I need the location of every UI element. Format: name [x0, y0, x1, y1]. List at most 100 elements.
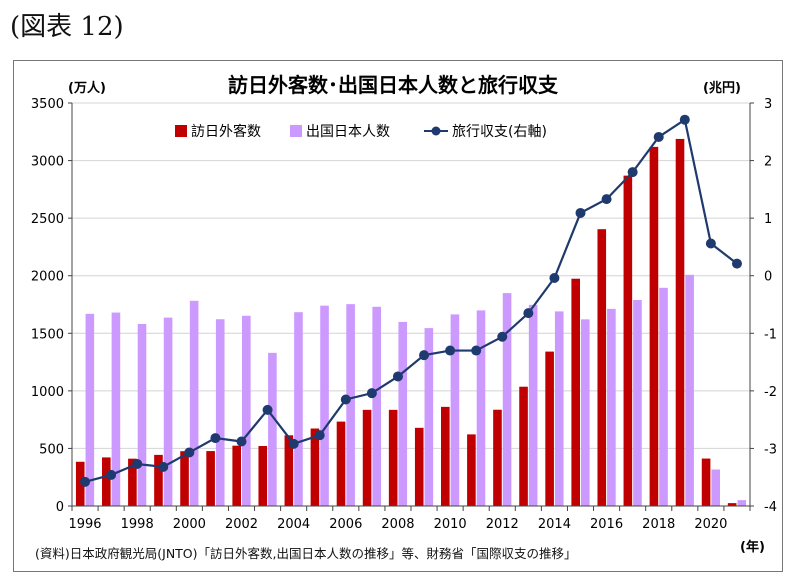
balance-point	[575, 207, 586, 218]
bar-outbound	[398, 321, 408, 506]
legend-swatch-balance-marker	[431, 126, 441, 136]
bar-outbound	[424, 328, 434, 506]
bar-inbound	[414, 427, 424, 506]
balance-point	[314, 430, 325, 441]
x-tick-label: 1996	[68, 517, 101, 532]
bar-inbound	[545, 351, 554, 506]
bar-outbound	[737, 500, 747, 506]
bar-outbound	[372, 306, 381, 506]
bar-outbound	[346, 304, 355, 506]
bar-inbound	[180, 451, 189, 506]
bar-inbound	[441, 406, 450, 506]
y-tick-label: 3500	[31, 97, 64, 112]
bar-outbound	[320, 305, 329, 506]
x-tick-label: 2020	[694, 517, 727, 532]
legend-swatch-inbound	[175, 125, 187, 137]
balance-point	[366, 388, 377, 399]
bar-inbound	[649, 146, 659, 506]
bar-inbound	[206, 451, 215, 506]
balance-point	[262, 404, 273, 415]
figure-label: (図表 12)	[10, 12, 124, 42]
balance-point	[132, 458, 143, 469]
source-note: (資料)日本政府観光局(JNTO)「訪日外客数,出国日本人数の推移」等、財務省「…	[35, 546, 577, 561]
bar-inbound	[519, 386, 528, 506]
balance-point	[549, 273, 560, 284]
x-tick-label: 2002	[225, 517, 258, 532]
balance-point	[731, 258, 742, 269]
y2-tick-label: 2	[764, 155, 772, 170]
bar-inbound	[362, 409, 372, 506]
bar-outbound	[502, 293, 512, 506]
bars	[75, 138, 747, 507]
balance-point	[445, 345, 456, 356]
balance-point	[210, 433, 221, 444]
x-tick-label: 1998	[121, 517, 154, 532]
x-tick-label: 2012	[486, 517, 519, 532]
x-tick-label: 2004	[277, 517, 310, 532]
x-tick-label: 2016	[590, 517, 623, 532]
y2-tick-label: -4	[764, 500, 777, 515]
bar-inbound	[493, 409, 502, 506]
balance-point	[392, 371, 403, 382]
bar-outbound	[294, 312, 303, 506]
bar-inbound	[102, 457, 111, 506]
bar-outbound	[215, 319, 225, 506]
balance-point	[627, 167, 638, 178]
y-tick-label: 1500	[31, 327, 64, 342]
bar-outbound	[268, 352, 277, 506]
bar-inbound	[623, 175, 633, 506]
y-tick-label: 2500	[31, 212, 64, 227]
balance-point	[523, 308, 534, 319]
bar-inbound	[154, 454, 163, 506]
bar-outbound	[685, 274, 694, 506]
bar-outbound	[85, 313, 95, 506]
y-axis-label: (万人)	[68, 80, 106, 96]
x-tick-label: 2018	[642, 517, 675, 532]
x-tick-label: 2008	[381, 517, 414, 532]
bar-outbound	[659, 287, 668, 506]
bar-inbound	[310, 428, 320, 506]
balance-point	[653, 131, 664, 142]
y2-tick-label: 1	[764, 212, 772, 227]
bar-inbound	[571, 278, 580, 506]
bar-outbound	[450, 314, 460, 506]
gridlines	[72, 102, 750, 507]
y2-tick-label: -3	[764, 442, 777, 457]
y2-tick-label: -2	[764, 385, 777, 400]
chart-title: 訪日外客数･出国日本人数と旅行収支	[228, 73, 559, 97]
bar-outbound	[189, 300, 199, 506]
bar-inbound	[284, 435, 294, 506]
legend: 訪日外客数 出国日本人数 旅行収支(右軸)	[175, 123, 547, 140]
balance-point	[419, 350, 430, 361]
x-tick-label: 2014	[538, 517, 571, 532]
bar-inbound	[75, 461, 85, 506]
bar-inbound	[467, 434, 476, 506]
y-tick-label: 0	[56, 500, 64, 515]
y-tick-label: 1000	[31, 385, 64, 400]
x-tick-label: 2000	[173, 517, 206, 532]
balance-point	[679, 114, 690, 125]
legend-label-outbound: 出国日本人数	[306, 124, 390, 140]
bar-outbound	[476, 310, 486, 506]
y2-axis-label: (兆円)	[703, 80, 741, 96]
bar-inbound	[388, 409, 398, 506]
balance-point	[80, 476, 91, 487]
bar-outbound	[554, 311, 564, 506]
balance-point	[705, 238, 716, 249]
bar-inbound	[675, 138, 685, 507]
balance-point	[106, 469, 117, 480]
axis-labels: 0 500 1000 1500 2000 2500 3000 3500 -4 -3 -2 -1 0 1 2 3…	[31, 97, 777, 532]
bar-inbound	[727, 503, 737, 506]
y-tick-label: 3000	[31, 155, 64, 170]
balance-point	[340, 394, 351, 405]
bar-inbound	[232, 445, 241, 506]
bar-outbound	[581, 319, 590, 506]
y-tick-label: 2000	[31, 270, 64, 285]
balance-point	[601, 194, 612, 205]
balance-line-layer	[80, 114, 742, 487]
bar-inbound	[258, 446, 268, 506]
y2-tick-label: 0	[764, 270, 772, 285]
legend-swatch-outbound	[290, 125, 302, 137]
legend-label-inbound: 訪日外客数	[191, 123, 261, 140]
